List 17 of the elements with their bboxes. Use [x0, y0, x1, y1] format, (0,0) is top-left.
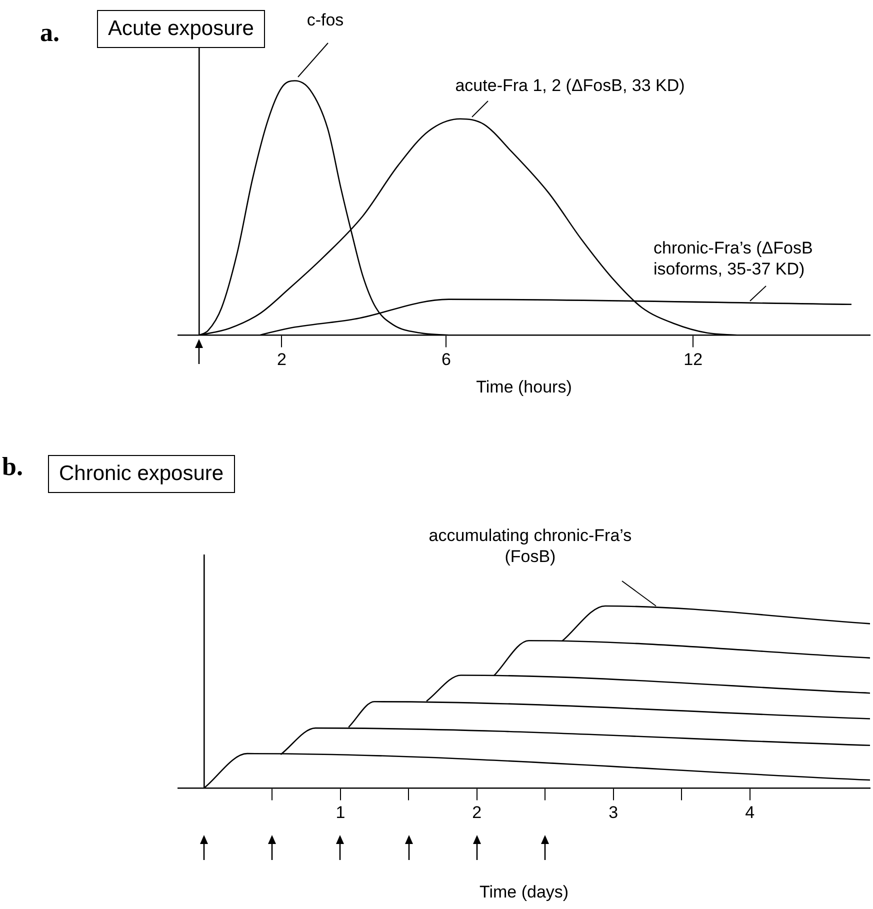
x-tick-label: 1 — [336, 803, 346, 822]
x-tick-label: 2 — [472, 803, 482, 822]
text: accumulating chronic-Fra’s (FosB) — [428, 526, 632, 566]
x-tick-label: 3 — [608, 803, 618, 822]
x-axis-title: Time (days) — [479, 882, 569, 902]
x-tick-label: 12 — [684, 350, 703, 370]
chart-title: Acute exposure — [97, 10, 265, 48]
text: c-fos — [306, 10, 344, 30]
x-tick-label: 2 — [276, 350, 286, 370]
text: b. — [2, 452, 23, 482]
x-tick-label: 6 — [442, 350, 451, 370]
chart-title: Chronic exposure — [48, 455, 235, 493]
x-axis-title: Time (hours) — [476, 377, 572, 396]
series-label: acute-Fra 1, 2 (ΔFosB, 33 KD) — [455, 76, 685, 95]
x-tick-label: 4 — [745, 803, 755, 822]
text: a. — [40, 18, 60, 48]
series-label: chronic-Fra’s (ΔFosB isoforms, 35-37 KD) — [653, 238, 813, 278]
